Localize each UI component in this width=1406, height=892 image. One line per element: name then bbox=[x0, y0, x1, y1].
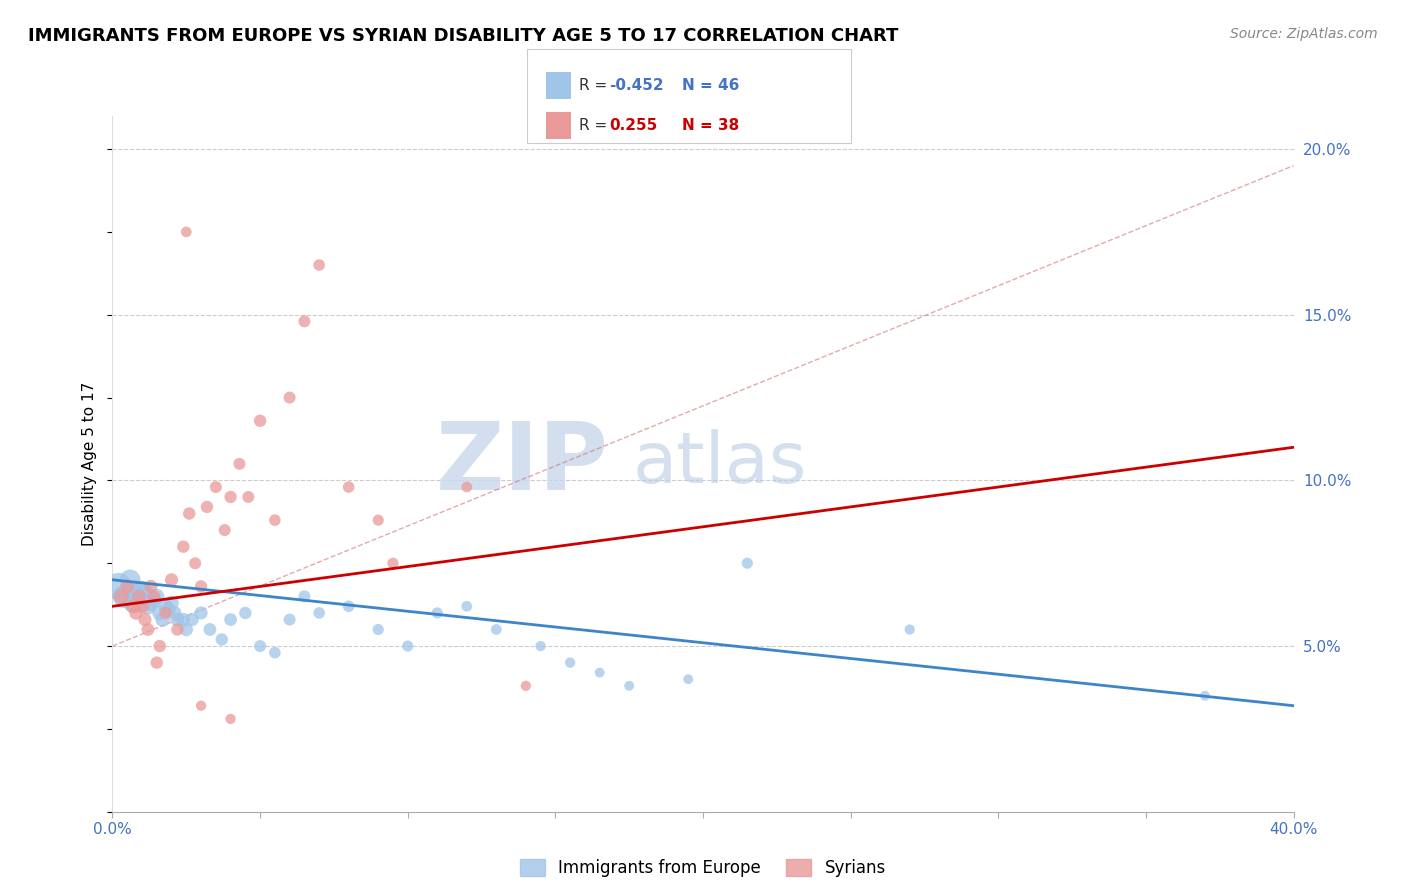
Point bbox=[211, 632, 233, 647]
Point bbox=[396, 639, 419, 653]
Point bbox=[120, 573, 142, 587]
Point bbox=[139, 579, 162, 593]
Point bbox=[228, 457, 250, 471]
Point bbox=[172, 540, 194, 554]
Point bbox=[195, 500, 218, 514]
Point bbox=[308, 258, 330, 272]
Point bbox=[337, 599, 360, 614]
Point bbox=[205, 480, 228, 494]
Point bbox=[485, 623, 508, 637]
Text: ZIP: ZIP bbox=[436, 417, 609, 510]
Point bbox=[214, 523, 236, 537]
Point bbox=[249, 414, 271, 428]
Point bbox=[134, 613, 156, 627]
Point bbox=[426, 606, 449, 620]
Point bbox=[107, 579, 129, 593]
Text: R =: R = bbox=[579, 78, 613, 94]
Point bbox=[367, 623, 389, 637]
Point bbox=[110, 590, 132, 604]
Point bbox=[190, 579, 212, 593]
Point bbox=[292, 314, 315, 328]
Point bbox=[558, 656, 582, 670]
Text: IMMIGRANTS FROM EUROPE VS SYRIAN DISABILITY AGE 5 TO 17 CORRELATION CHART: IMMIGRANTS FROM EUROPE VS SYRIAN DISABIL… bbox=[28, 27, 898, 45]
Point bbox=[456, 599, 478, 614]
Point bbox=[174, 623, 197, 637]
Point bbox=[146, 656, 169, 670]
Point bbox=[179, 507, 201, 521]
Point bbox=[456, 480, 478, 494]
Point bbox=[152, 613, 174, 627]
Y-axis label: Disability Age 5 to 17: Disability Age 5 to 17 bbox=[82, 382, 97, 546]
Point bbox=[190, 698, 212, 713]
Point bbox=[219, 712, 242, 726]
Point bbox=[678, 672, 700, 686]
Point bbox=[112, 590, 135, 604]
Point bbox=[181, 613, 204, 627]
Point bbox=[136, 623, 159, 637]
Point bbox=[238, 490, 260, 504]
Point bbox=[233, 606, 256, 620]
Point bbox=[142, 590, 165, 604]
Point bbox=[898, 623, 921, 637]
Text: -0.452: -0.452 bbox=[609, 78, 664, 94]
Point bbox=[155, 606, 177, 620]
Point bbox=[292, 590, 315, 604]
Point bbox=[737, 556, 759, 570]
Point bbox=[198, 623, 221, 637]
Point bbox=[122, 596, 145, 610]
Point bbox=[157, 602, 180, 616]
Text: N = 46: N = 46 bbox=[682, 78, 740, 94]
Point bbox=[128, 590, 150, 604]
Point bbox=[219, 613, 242, 627]
Point bbox=[264, 646, 287, 660]
Point bbox=[367, 513, 389, 527]
Point bbox=[278, 613, 301, 627]
Text: R =: R = bbox=[579, 118, 617, 133]
Point bbox=[278, 391, 301, 405]
Point bbox=[184, 556, 207, 570]
Point bbox=[142, 592, 165, 607]
Point bbox=[174, 225, 197, 239]
Point bbox=[619, 679, 641, 693]
Point bbox=[337, 480, 360, 494]
Point bbox=[249, 639, 271, 653]
Point bbox=[515, 679, 537, 693]
Point bbox=[166, 623, 188, 637]
Point bbox=[131, 582, 153, 597]
Point bbox=[172, 613, 194, 627]
Point bbox=[160, 573, 183, 587]
Text: atlas: atlas bbox=[633, 429, 807, 499]
Point bbox=[529, 639, 551, 653]
Point bbox=[146, 590, 169, 604]
Point bbox=[308, 606, 330, 620]
Point bbox=[163, 606, 186, 620]
Point bbox=[149, 606, 172, 620]
Legend: Immigrants from Europe, Syrians: Immigrants from Europe, Syrians bbox=[513, 852, 893, 883]
Point bbox=[190, 606, 212, 620]
Point bbox=[131, 599, 153, 614]
Point bbox=[136, 599, 159, 614]
Text: 0.255: 0.255 bbox=[609, 118, 657, 133]
Point bbox=[122, 599, 145, 614]
Point bbox=[134, 586, 156, 600]
Point bbox=[160, 596, 183, 610]
Point bbox=[166, 613, 188, 627]
Point bbox=[149, 639, 172, 653]
Point bbox=[139, 596, 162, 610]
Point bbox=[219, 490, 242, 504]
Point bbox=[264, 513, 287, 527]
Point bbox=[125, 606, 148, 620]
Text: Source: ZipAtlas.com: Source: ZipAtlas.com bbox=[1230, 27, 1378, 41]
Point bbox=[1194, 689, 1216, 703]
Point bbox=[588, 665, 610, 680]
Point bbox=[128, 590, 150, 604]
Point bbox=[155, 599, 177, 614]
Text: N = 38: N = 38 bbox=[682, 118, 740, 133]
Point bbox=[117, 579, 138, 593]
Point bbox=[125, 586, 148, 600]
Point bbox=[382, 556, 405, 570]
